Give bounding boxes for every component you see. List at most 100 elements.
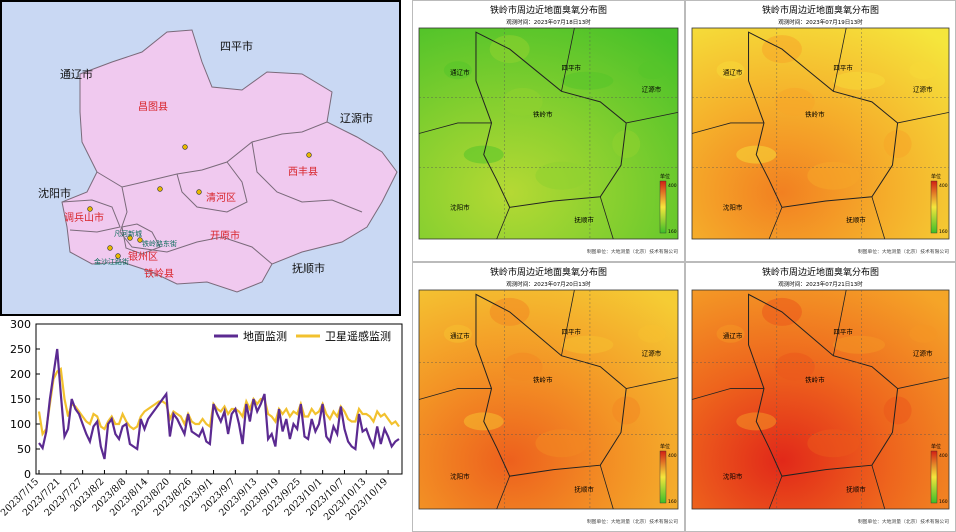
color-scale-bar xyxy=(930,450,938,504)
legend-tick-label: 160 xyxy=(939,229,948,235)
site-marker xyxy=(196,189,202,195)
ozone-patch xyxy=(807,161,860,190)
y-tick-label: 50 xyxy=(17,443,31,456)
site-marker xyxy=(182,144,188,150)
ozone-patch xyxy=(833,335,886,354)
ozone-patch xyxy=(443,61,472,80)
ozone-patch xyxy=(561,335,614,354)
y-tick-label: 150 xyxy=(10,393,31,406)
ozone-patch xyxy=(909,324,938,343)
legend-title: 单位 xyxy=(660,443,670,450)
border-kaiyuan-tieling xyxy=(119,186,273,265)
legend-tick-label: 400 xyxy=(939,183,948,189)
city-label-tieling: 铁岭市 xyxy=(805,375,825,384)
panel-credit: 制图单位：大地测量（北京）技术有限公司 xyxy=(587,518,678,525)
ozone-patch xyxy=(612,396,641,425)
plot-frame xyxy=(35,323,403,475)
site-label-c: 金沙江路街 xyxy=(94,257,129,266)
color-scale-bar xyxy=(659,180,667,234)
monitoring-sites xyxy=(87,144,312,259)
county-label-qinghe: 清河区 xyxy=(206,191,236,204)
border-diaobingshan xyxy=(61,199,121,233)
city-label-shenyang: 沈阳市 xyxy=(450,202,470,211)
border-qinghe xyxy=(176,161,248,213)
neighbor-label-liaoyuan: 辽源市 xyxy=(340,111,373,125)
ozone-map-panel: 铁岭市周边近地面臭氧分布图 观测时间：2023年07月21日13时 通辽市 四平市 铁岭… xyxy=(685,262,956,532)
site-label-a: 凡河新城 xyxy=(114,229,142,238)
site-marker xyxy=(87,206,93,212)
panel-subtitle: 观测时间：2023年07月18日13时 xyxy=(506,18,591,26)
ozone-patch xyxy=(443,324,472,343)
county-label-diaobingshan: 调兵山市 xyxy=(64,211,104,224)
city-label-shenyang: 沈阳市 xyxy=(723,202,743,211)
panel-credit: 制图单位：大地测量（北京）技术有限公司 xyxy=(858,248,949,255)
ozone-patch xyxy=(561,71,614,90)
neighbor-boundary xyxy=(418,289,679,510)
city-label-liaoyuan: 辽源市 xyxy=(642,84,662,93)
neighbor-label-siping: 四平市 xyxy=(220,39,253,53)
ozone-time-series-chart: 0 50 100 150 200 250 300 2023/7/15 2023/7/21 202… xyxy=(0,318,404,532)
ozone-patch xyxy=(535,429,588,458)
panel-credit: 制图单位：大地测量（北京）技术有限公司 xyxy=(587,248,678,255)
ozone-patch xyxy=(502,352,543,381)
city-label-siping: 四平市 xyxy=(833,327,853,336)
city-label-shenyang: 沈阳市 xyxy=(723,471,743,480)
legend-label-ground: 地面监测 xyxy=(243,330,287,343)
legend-title: 单位 xyxy=(931,173,941,180)
county-label-changtu: 昌图县 xyxy=(138,101,168,113)
county-label-yinzhou: 银州区 xyxy=(128,250,158,263)
legend-label-satellite: 卫星遥感监测 xyxy=(325,330,391,343)
chart-legend: 地面监测 卫星遥感监测 xyxy=(214,330,391,343)
city-label-tieling: 铁岭市 xyxy=(533,375,553,384)
legend-tick-label: 160 xyxy=(668,499,677,505)
neighbor-label-fushun: 抚顺市 xyxy=(292,261,325,275)
ozone-patch xyxy=(883,396,912,425)
legend-tick-label: 160 xyxy=(668,229,677,235)
y-axis: 0 50 100 150 200 250 300 xyxy=(10,318,40,481)
legend-tick-label: 400 xyxy=(939,453,948,459)
legend-title: 单位 xyxy=(660,173,670,180)
ozone-patch xyxy=(612,130,641,159)
y-tick-label: 200 xyxy=(10,368,31,381)
city-label-liaoyuan: 辽源市 xyxy=(913,84,933,93)
x-axis: 2023/7/152023/7/212023/7/272023/8/22023/… xyxy=(0,470,390,523)
series-line-ground xyxy=(38,348,400,460)
site-marker xyxy=(157,186,163,192)
ozone-patch xyxy=(774,87,815,116)
tieling-region xyxy=(61,29,398,293)
series-line-satellite xyxy=(37,367,400,437)
panel-title: 铁岭市周边近地面臭氧分布图 xyxy=(490,266,607,278)
panel-subtitle: 观测时间：2023年07月20日13时 xyxy=(506,280,591,288)
city-label-siping: 四平市 xyxy=(561,63,581,72)
ozone-patch xyxy=(883,130,912,159)
ozone-patch xyxy=(909,61,938,80)
city-label-fushun: 抚顺市 xyxy=(574,484,594,493)
ozone-patch xyxy=(638,61,667,80)
panel-title: 铁岭市周边近地面臭氧分布图 xyxy=(490,4,607,16)
legend-tick-label: 400 xyxy=(668,183,677,189)
administrative-map: 四平市 通辽市 辽源市 沈阳市 抚顺市 昌图县 西丰县 清河区 调兵山市 开原市… xyxy=(0,0,401,316)
panel-credit: 制图单位：大地测量（北京）技术有限公司 xyxy=(858,518,949,525)
y-tick-label: 0 xyxy=(24,468,31,481)
city-label-tongliao: 通辽市 xyxy=(450,331,470,340)
city-label-tongliao: 通辽市 xyxy=(450,67,470,76)
color-scale-bar xyxy=(659,450,667,504)
ozone-patch xyxy=(807,429,860,458)
city-label-siping: 四平市 xyxy=(561,327,581,336)
legend-title: 单位 xyxy=(931,443,941,450)
city-label-tongliao: 通辽市 xyxy=(723,67,743,76)
panel-subtitle: 观测时间：2023年07月19日13时 xyxy=(778,18,863,26)
site-marker xyxy=(306,152,312,158)
neighbor-label-tongliao: 通辽市 xyxy=(60,67,93,81)
city-label-fushun: 抚顺市 xyxy=(846,215,866,224)
border-yinzhou xyxy=(121,223,161,255)
border-xifeng xyxy=(251,141,363,213)
city-label-liaoyuan: 辽源市 xyxy=(913,349,933,358)
neighbor-boundary xyxy=(691,27,950,240)
site-marker xyxy=(107,245,113,251)
neighbor-boundary xyxy=(691,289,950,510)
color-scale-bar xyxy=(930,180,938,234)
city-label-tieling: 铁岭市 xyxy=(533,110,553,119)
